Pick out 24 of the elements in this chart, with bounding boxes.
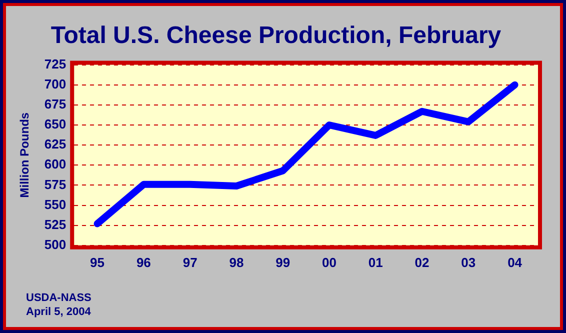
y-tick-label: 550 bbox=[44, 196, 66, 212]
x-tick-label: 97 bbox=[182, 254, 198, 270]
y-axis-title: Million Pounds bbox=[18, 112, 32, 198]
x-tick-label: 98 bbox=[229, 254, 244, 270]
y-tick-label: 725 bbox=[44, 56, 66, 72]
y-tick-label: 625 bbox=[44, 136, 66, 152]
x-tick-label: 00 bbox=[322, 254, 336, 270]
x-tick-label: 99 bbox=[276, 254, 290, 270]
x-tick-label: 96 bbox=[136, 254, 151, 270]
y-tick-label: 525 bbox=[44, 216, 66, 232]
chart-title: Total U.S. Cheese Production, February bbox=[50, 22, 502, 50]
y-tick-label: 500 bbox=[44, 236, 66, 252]
text: April 5, 2004 bbox=[26, 305, 92, 319]
y-tick-label: 600 bbox=[44, 156, 66, 172]
x-tick-label: 02 bbox=[414, 254, 430, 270]
text: USDA-NASS bbox=[26, 291, 92, 305]
y-tick-label: 700 bbox=[44, 76, 66, 92]
y-tick-label: 650 bbox=[44, 116, 66, 132]
x-tick-label: 04 bbox=[508, 254, 523, 270]
x-tick-label: 03 bbox=[461, 254, 476, 270]
y-tick-label: 575 bbox=[44, 176, 66, 192]
x-tick-label: 01 bbox=[368, 254, 383, 270]
x-tick-label: 95 bbox=[90, 254, 105, 270]
y-tick-label: 675 bbox=[44, 96, 66, 112]
